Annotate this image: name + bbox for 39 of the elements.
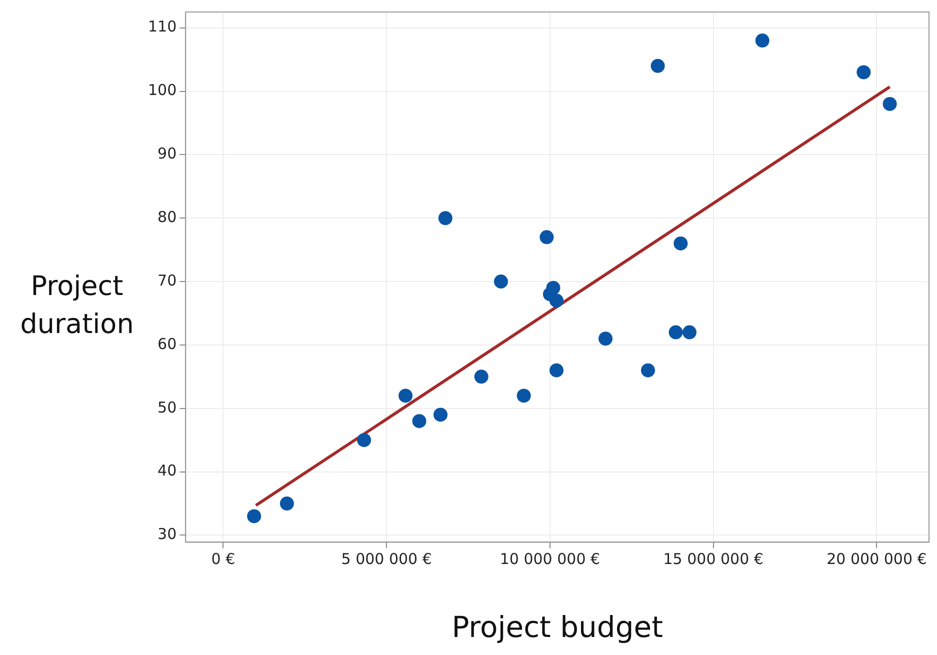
point <box>856 65 871 80</box>
x-tick-label: 15 000 000 € <box>663 550 764 568</box>
y-tick-label: 50 <box>158 398 177 416</box>
point <box>247 509 262 524</box>
point <box>650 58 665 73</box>
point <box>398 388 413 403</box>
point <box>640 363 655 378</box>
point <box>540 230 554 244</box>
y-tick-label: 60 <box>158 334 177 353</box>
point <box>668 325 683 340</box>
point <box>280 496 294 511</box>
y-tick-label: 90 <box>158 144 177 163</box>
x-axis-title: Project budget <box>452 610 663 644</box>
y-tick-label: 110 <box>148 18 177 36</box>
point <box>516 388 531 403</box>
point <box>474 370 488 384</box>
x-tick-label: 10 000 000 € <box>500 550 600 568</box>
y-tick-label: 30 <box>158 525 177 544</box>
y-tick-label: 40 <box>158 462 177 480</box>
point <box>682 325 696 340</box>
x-tick-label: 5 000 000 € <box>341 550 432 568</box>
x-tick-label: 0 € <box>211 550 236 568</box>
point <box>494 274 508 289</box>
point <box>412 414 426 428</box>
point <box>550 363 564 378</box>
point <box>550 294 564 308</box>
point <box>598 332 613 346</box>
point <box>755 34 770 48</box>
x-tick-label: 20 000 000 € <box>826 550 927 568</box>
y-tick-label: 70 <box>158 271 177 290</box>
point <box>434 408 448 422</box>
point <box>357 433 372 448</box>
point <box>674 236 688 250</box>
y-axis-title: Project duration <box>19 270 135 342</box>
point <box>882 96 897 111</box>
y-tick-label: 80 <box>158 208 177 226</box>
point <box>438 211 452 226</box>
y-tick-label: 100 <box>148 81 177 100</box>
point <box>546 280 560 295</box>
